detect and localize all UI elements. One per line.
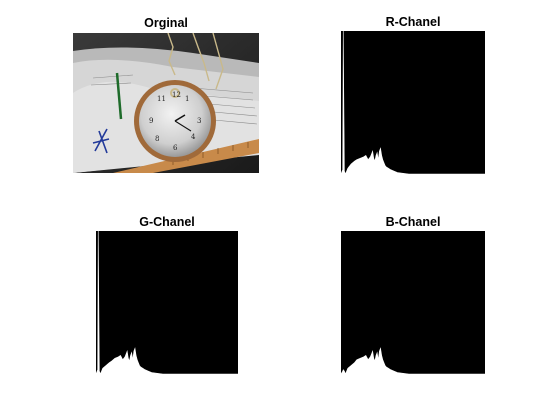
g-channel-axes (96, 231, 238, 374)
b-channel-title: B-Chanel (385, 215, 441, 229)
histogram-area-g-chanel (96, 231, 238, 374)
svg-text:6: 6 (173, 144, 178, 152)
svg-text:9: 9 (149, 117, 153, 125)
svg-text:3: 3 (197, 117, 201, 125)
r-channel-axes (341, 31, 485, 174)
svg-text:12: 12 (172, 91, 181, 99)
g-channel-histogram (96, 231, 238, 374)
svg-text:4: 4 (191, 133, 196, 141)
r-channel-histogram (341, 31, 485, 174)
original-title: Orginal (144, 16, 188, 30)
b-channel-histogram (341, 347, 485, 374)
svg-text:11: 11 (157, 95, 166, 103)
g-channel-title: G-Chanel (139, 215, 195, 229)
svg-text:1: 1 (185, 95, 189, 103)
histogram-area-r-chanel (341, 31, 485, 174)
svg-text:8: 8 (155, 135, 159, 143)
b-channel-axes (341, 231, 485, 374)
r-channel-title: R-Chanel (385, 15, 441, 29)
histogram-area-b-chanel (341, 347, 485, 374)
